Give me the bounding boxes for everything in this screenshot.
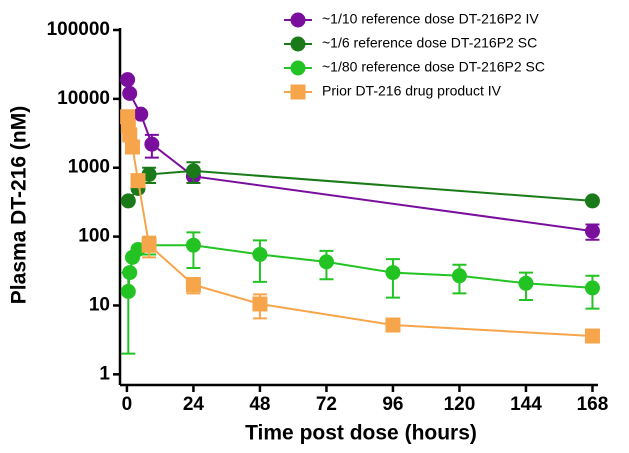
legend-label: ~1/10 reference dose DT-216P2 IV [322, 11, 539, 27]
data-point [584, 193, 600, 209]
y-tick-label: 1 [99, 363, 110, 384]
data-point [185, 277, 201, 293]
x-tick-label: 48 [249, 394, 270, 415]
data-point [120, 283, 136, 299]
data-point [385, 265, 401, 281]
legend-marker [290, 60, 306, 76]
y-tick-label: 100000 [47, 19, 110, 40]
data-point [122, 265, 138, 281]
legend-label: ~1/6 reference dose DT-216P2 SC [322, 35, 537, 51]
y-tick-label: 1000 [68, 157, 110, 178]
x-tick-label: 24 [183, 394, 205, 415]
data-point [144, 136, 160, 152]
x-tick-label: 120 [444, 394, 476, 415]
data-point [120, 193, 136, 209]
data-point [584, 223, 600, 239]
data-point [318, 254, 334, 270]
data-point [185, 163, 201, 179]
x-tick-label: 72 [316, 394, 337, 415]
legend-marker [290, 12, 306, 28]
data-point [385, 317, 401, 333]
legend-marker [290, 84, 306, 100]
legend-label: Prior DT-216 drug product IV [322, 83, 502, 99]
data-point [252, 296, 268, 312]
data-point [584, 280, 600, 296]
data-point [518, 275, 534, 291]
x-tick-label: 168 [577, 394, 609, 415]
y-tick-label: 100 [78, 226, 110, 247]
data-point [451, 268, 467, 284]
y-tick-label: 10 [89, 294, 110, 315]
data-point [130, 173, 146, 189]
x-axis-label: Time post dose (hours) [245, 422, 477, 445]
series-line [126, 79, 593, 233]
legend-label: ~1/80 reference dose DT-216P2 SC [322, 59, 545, 75]
x-tick-label: 0 [122, 394, 133, 415]
data-point [133, 106, 149, 122]
data-point [252, 246, 268, 262]
x-tick-label: 96 [382, 394, 403, 415]
y-tick-label: 10000 [57, 88, 110, 109]
data-point [124, 139, 140, 155]
data-point [122, 85, 138, 101]
series-line [126, 116, 593, 338]
y-axis-label: Plasma DT-216 (nM) [8, 106, 31, 304]
data-point [141, 237, 157, 253]
data-point [185, 237, 201, 253]
x-tick-label: 144 [510, 394, 542, 415]
legend-marker [290, 36, 306, 52]
data-point [122, 127, 138, 143]
data-point [584, 328, 600, 344]
data-point [120, 72, 136, 88]
